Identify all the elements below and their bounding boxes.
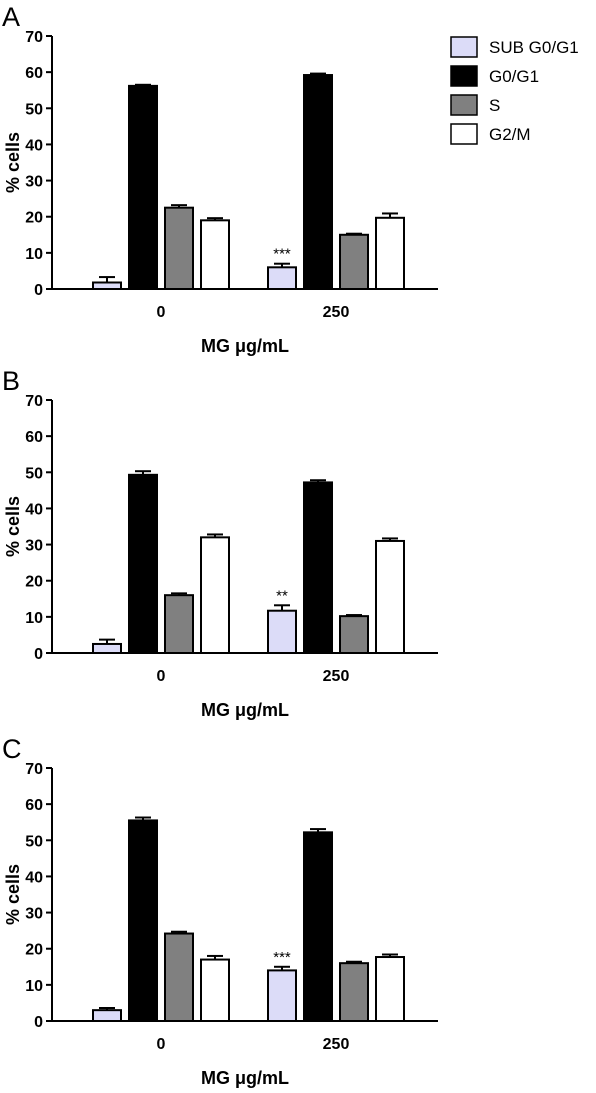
x-tick-label: 250 — [323, 668, 350, 685]
bar-sub-g0-g1-250 — [267, 969, 297, 1023]
panel-a: A 0 10 20 30 40 50 60 70 % cells 0 250 *** MG μg/mL — [2, 2, 438, 356]
y-axis-label: % cells — [3, 496, 23, 557]
legend: SUB G0/G1 G0/G1 S G2/M — [450, 36, 579, 145]
bar-s-0 — [164, 594, 194, 655]
panel-label: A — [2, 2, 20, 32]
y-tick-label: 10 — [25, 978, 43, 995]
y-axis-label: % cells — [3, 132, 23, 193]
panel-b: B 0 10 20 30 40 50 60 70 % cells 0 250 ** MG μg/mL — [2, 366, 438, 720]
bar-s-250 — [339, 615, 369, 654]
bar-sub-g0-g1-0 — [92, 1009, 122, 1023]
x-tick-label: 0 — [157, 304, 166, 321]
y-tick-label: 70 — [25, 29, 43, 46]
bar-g2-m-0 — [200, 958, 230, 1022]
panel-c: C 0 10 20 30 40 50 60 70 % cells 0 250 *** MG μg/mL — [2, 734, 438, 1088]
bar-s-250 — [339, 962, 369, 1023]
y-tick-label: 0 — [34, 646, 43, 663]
y-tick-label: 50 — [25, 101, 43, 118]
bar-g0-g1-250 — [303, 74, 333, 290]
panel-label: C — [2, 734, 22, 764]
bar-sub-g0-g1-0 — [92, 281, 122, 291]
y-tick-label: 30 — [25, 906, 43, 923]
bar-g0-g1-0 — [128, 84, 158, 291]
bar-g0-g1-0 — [128, 819, 158, 1023]
y-tick-label: 70 — [25, 393, 43, 410]
legend-entry: S — [489, 96, 500, 115]
y-tick-label: 20 — [25, 210, 43, 227]
y-tick-label: 60 — [25, 797, 43, 814]
y-tick-label: 10 — [25, 246, 43, 263]
legend-swatch — [450, 36, 478, 58]
legend-entry: SUB G0/G1 — [489, 38, 579, 57]
significance-annotation: *** — [273, 949, 291, 966]
bar-g0-g1-250 — [303, 831, 333, 1022]
x-axis-label: MG μg/mL — [201, 700, 289, 720]
bar-g2-m-0 — [200, 219, 230, 290]
bar-g2-m-250 — [375, 216, 405, 290]
legend-entry: G0/G1 — [489, 67, 539, 86]
y-tick-label: 10 — [25, 610, 43, 627]
bar-sub-g0-g1-250 — [267, 609, 297, 654]
legend-swatch — [450, 65, 478, 87]
y-tick-label: 20 — [25, 942, 43, 959]
significance-annotation: *** — [273, 246, 291, 263]
bar-g0-g1-0 — [128, 473, 158, 654]
x-tick-label: 0 — [157, 668, 166, 685]
panel-label: B — [2, 366, 20, 396]
y-tick-label: 60 — [25, 65, 43, 82]
x-axis-label: MG μg/mL — [201, 1068, 289, 1088]
y-tick-label: 50 — [25, 465, 43, 482]
y-axis-label: % cells — [3, 864, 23, 925]
x-tick-label: 250 — [323, 304, 350, 321]
bar-sub-g0-g1-250 — [267, 266, 297, 291]
significance-annotation: ** — [276, 587, 288, 604]
bar-sub-g0-g1-0 — [92, 642, 122, 655]
legend-swatch — [450, 94, 478, 116]
y-tick-label: 60 — [25, 429, 43, 446]
legend-swatch — [450, 123, 478, 145]
x-tick-label: 0 — [157, 1036, 166, 1053]
bar-s-0 — [164, 206, 194, 290]
y-tick-label: 20 — [25, 574, 43, 591]
y-tick-label: 30 — [25, 538, 43, 555]
y-tick-label: 70 — [25, 761, 43, 778]
x-axis-label: MG μg/mL — [201, 336, 289, 356]
y-tick-label: 0 — [34, 1014, 43, 1031]
x-tick-label: 250 — [323, 1036, 350, 1053]
bar-g0-g1-250 — [303, 481, 333, 654]
y-tick-label: 30 — [25, 174, 43, 191]
bar-g2-m-0 — [200, 536, 230, 654]
y-tick-label: 40 — [25, 869, 43, 886]
y-tick-label: 40 — [25, 137, 43, 154]
bar-g2-m-250 — [375, 956, 405, 1023]
legend-entry: G2/M — [489, 125, 531, 144]
bar-s-0 — [164, 932, 194, 1023]
y-tick-label: 40 — [25, 501, 43, 518]
y-tick-label: 50 — [25, 833, 43, 850]
bar-s-250 — [339, 233, 369, 291]
bar-g2-m-250 — [375, 539, 405, 655]
y-tick-label: 0 — [34, 282, 43, 299]
panels: A 0 10 20 30 40 50 60 70 % cells 0 250 *** MG μg/mL B 0… — [2, 2, 438, 1088]
